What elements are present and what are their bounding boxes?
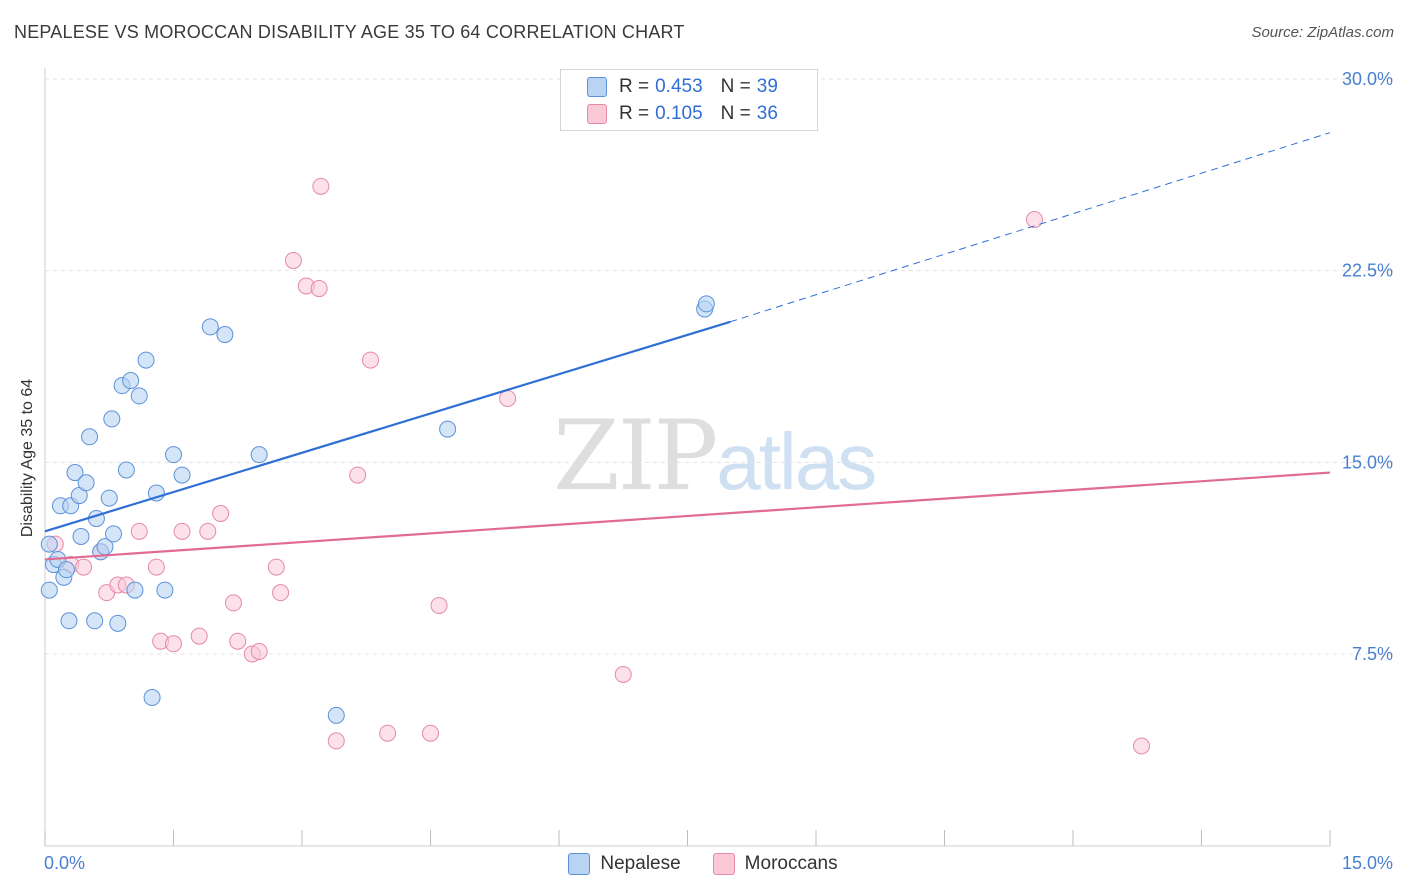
- legend-swatch-moroccans: [587, 104, 607, 124]
- nepalese-point: [40, 581, 58, 599]
- moroccan-point: [130, 522, 148, 540]
- moroccan-point: [267, 558, 285, 576]
- moroccan-point: [224, 594, 242, 612]
- watermark-atlas: atlas: [716, 417, 877, 506]
- nepalese-point: [250, 446, 268, 464]
- legend-n-value: 36: [756, 103, 778, 124]
- legend-r-value: 0.105: [655, 103, 703, 124]
- moroccan-point: [312, 177, 330, 195]
- moroccan-point: [272, 584, 290, 602]
- legend-r-label: R =: [619, 103, 650, 124]
- nepalese-point: [81, 428, 99, 446]
- y-tick-label: 22.5%: [1342, 261, 1393, 281]
- moroccan-point: [250, 642, 268, 660]
- nepalese-point: [156, 581, 174, 599]
- moroccan-point: [379, 724, 397, 742]
- nepalese-point: [201, 318, 219, 336]
- moroccan-point: [229, 632, 247, 650]
- nepalese-point: [165, 446, 182, 464]
- x-tick-label: 0.0%: [44, 853, 85, 873]
- moroccan-point: [147, 558, 165, 576]
- y-tick-label: 30.0%: [1342, 69, 1393, 89]
- y-tick-label: 15.0%: [1342, 452, 1393, 472]
- watermark: ZIPatlas: [553, 400, 877, 512]
- nepalese-trendline: [44, 320, 731, 533]
- legend-n-label: N =: [720, 76, 751, 97]
- bottom-legend-swatch-nepalese: [568, 853, 591, 875]
- nepalese-point: [86, 612, 104, 630]
- moroccan-point: [1133, 737, 1151, 755]
- nepalese-point: [100, 489, 118, 507]
- nepalese-trendline-extension: [730, 132, 1331, 323]
- moroccan-point: [75, 558, 93, 576]
- nepalese-point: [122, 372, 140, 390]
- moroccan-point: [190, 627, 208, 645]
- bottom-legend-swatch-moroccans: [712, 853, 735, 875]
- legend-n-value: 39: [756, 76, 778, 97]
- nepalese-point: [109, 614, 127, 632]
- y-tick-label: 7.5%: [1352, 644, 1393, 664]
- nepalese-point: [117, 461, 135, 479]
- nepalese-point: [216, 326, 234, 344]
- nepalese-point: [126, 581, 144, 599]
- nepalese-point: [60, 612, 78, 630]
- bottom-legend-nepalese[interactable]: Nepalese: [568, 853, 681, 875]
- nepalese-point: [72, 527, 90, 545]
- moroccan-point: [422, 724, 439, 742]
- moroccan-point: [173, 522, 191, 540]
- moroccan-point: [430, 596, 448, 614]
- nepalese-point: [143, 688, 161, 706]
- moroccan-trendline: [44, 471, 1331, 561]
- source-credit: Source: ZipAtlas.com: [1251, 24, 1394, 41]
- bottom-legend-label: Moroccans: [744, 853, 838, 874]
- nepalese-point: [66, 464, 84, 482]
- watermark-zip: ZIP: [553, 400, 718, 512]
- legend-n-label: N =: [720, 103, 751, 124]
- nepalese-point: [137, 351, 155, 369]
- legend-row-moroccans: R = 0.105 N = 36: [587, 102, 778, 126]
- moroccan-point: [310, 280, 328, 298]
- legend: R = 0.453 N = 39 R = 0.105 N = 36: [560, 69, 818, 131]
- bottom-legend-moroccans[interactable]: Moroccans: [712, 853, 838, 875]
- nepalese-point: [40, 535, 58, 553]
- moroccan-point: [1025, 211, 1043, 229]
- moroccan-point: [362, 351, 380, 369]
- nepalese-point: [697, 295, 715, 313]
- moroccan-point: [614, 665, 632, 683]
- moroccan-point: [327, 732, 345, 750]
- nepalese-point: [57, 561, 75, 579]
- nepalese-point: [105, 525, 123, 543]
- legend-r-value: 0.453: [655, 76, 703, 97]
- nepalese-point: [103, 410, 121, 428]
- nepalese-point: [327, 706, 345, 724]
- moroccan-point: [349, 466, 367, 484]
- moroccan-point: [499, 389, 517, 407]
- nepalese-point: [173, 466, 191, 484]
- moroccan-point: [199, 522, 217, 540]
- nepalese-point: [439, 420, 457, 438]
- legend-swatch-nepalese: [587, 77, 607, 97]
- chart-title: NEPALESE VS MOROCCAN DISABILITY AGE 35 T…: [14, 22, 685, 42]
- nepalese-point: [130, 387, 148, 405]
- moroccan-point: [284, 251, 302, 269]
- x-tick-label: 15.0%: [1342, 853, 1393, 873]
- legend-r-label: R =: [619, 76, 650, 97]
- moroccan-point: [212, 504, 230, 522]
- bottom-legend-label: Nepalese: [600, 853, 681, 874]
- bottom-legend: Nepalese Moroccans: [0, 852, 1406, 876]
- nepalese-point: [77, 474, 95, 492]
- legend-row-nepalese: R = 0.453 N = 39: [587, 75, 778, 99]
- moroccan-point: [165, 635, 182, 653]
